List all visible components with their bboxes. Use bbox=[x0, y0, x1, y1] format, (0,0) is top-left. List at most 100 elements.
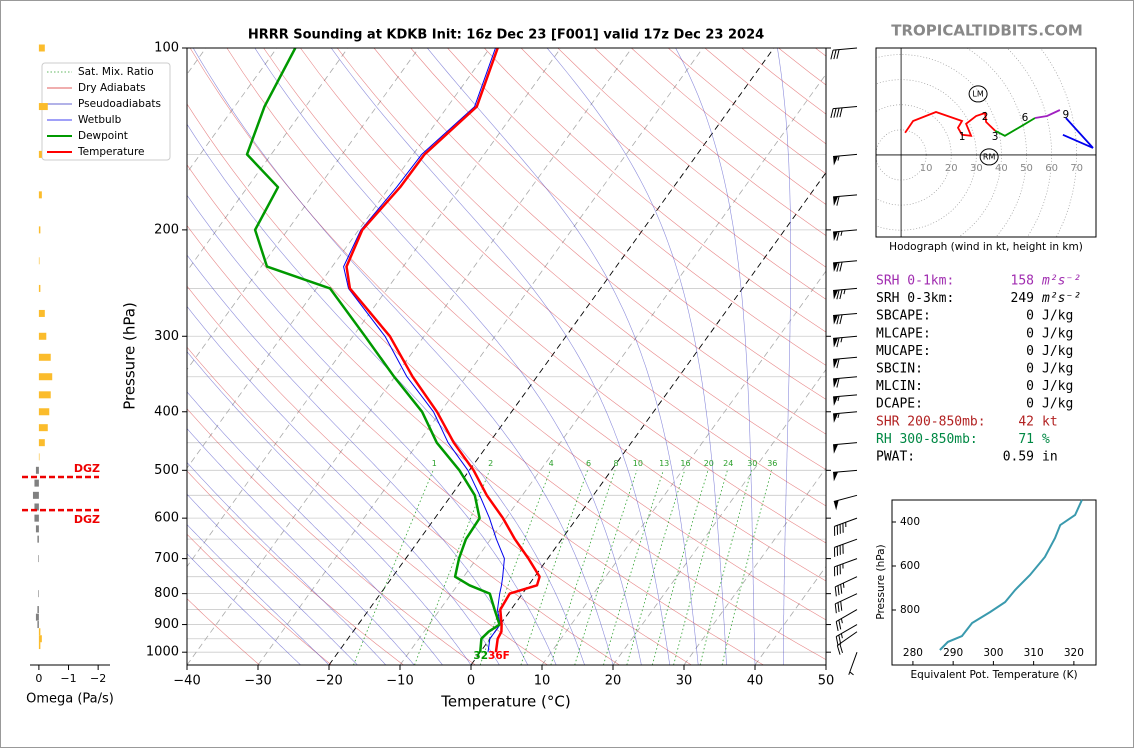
mixing-ratio-label: 30 bbox=[747, 459, 757, 468]
thetae-y-tick-label: 800 bbox=[900, 604, 920, 616]
mixing-ratio-label: 1 bbox=[432, 459, 437, 468]
y-tick-label: 600 bbox=[154, 511, 179, 526]
storm-motion-label: RM bbox=[983, 152, 996, 161]
param-label: SRH 0-1km: bbox=[876, 274, 954, 289]
param-value: 0 bbox=[1026, 379, 1034, 394]
legend-label: Dewpoint bbox=[78, 130, 128, 142]
x-tick-label: −40 bbox=[173, 674, 200, 689]
param-value: 0 bbox=[1026, 344, 1034, 359]
param-label: MUCAPE: bbox=[876, 344, 931, 359]
hodo-height-label: 6 bbox=[1022, 112, 1029, 124]
param-value: 158 bbox=[1011, 274, 1034, 289]
hodo-height-label: 1 bbox=[959, 131, 966, 143]
mixing-ratio-label: 20 bbox=[704, 459, 714, 468]
y-tick-label: 1000 bbox=[146, 645, 179, 660]
param-label: SBCAPE: bbox=[876, 309, 931, 324]
omega-bar bbox=[39, 642, 40, 649]
x-tick-label: −20 bbox=[315, 674, 342, 689]
y-tick-label: 900 bbox=[154, 617, 179, 632]
x-axis-label: Temperature (°C) bbox=[440, 693, 570, 711]
omega-bar bbox=[39, 628, 40, 635]
legend-label: Wetbulb bbox=[78, 114, 122, 126]
brand: TROPICALTIDBITS.COM bbox=[891, 22, 1083, 40]
hodo-tick-label: 40 bbox=[995, 163, 1008, 174]
mixing-ratio-label: 2 bbox=[488, 459, 493, 468]
hodo-height-label: 9 bbox=[1063, 109, 1070, 121]
x-tick-label: 50 bbox=[818, 674, 835, 689]
omega-bar bbox=[34, 480, 38, 487]
legend-label: Dry Adiabats bbox=[78, 82, 146, 94]
omega-bar bbox=[37, 606, 38, 613]
param-unit: J/kg bbox=[1042, 344, 1073, 359]
omega-bar bbox=[39, 103, 48, 110]
y-tick-label: 500 bbox=[154, 463, 179, 478]
param-unit: in bbox=[1042, 450, 1058, 465]
param-value: 0 bbox=[1026, 362, 1034, 377]
y-tick-label: 200 bbox=[154, 222, 179, 237]
omega-bar bbox=[39, 408, 49, 415]
chart-title: HRRR Sounding at KDKB Init: 16z Dec 23 [… bbox=[248, 28, 764, 43]
omega-bar bbox=[39, 226, 40, 233]
dgz-label: DGZ bbox=[74, 513, 100, 526]
y-tick-label: 300 bbox=[154, 329, 179, 344]
omega-bar bbox=[36, 614, 39, 621]
omega-bar bbox=[39, 257, 40, 264]
mixing-ratio-label: 4 bbox=[549, 459, 554, 468]
omega-bar bbox=[33, 492, 39, 499]
thetae-y-tick-label: 600 bbox=[900, 560, 920, 572]
omega-bar bbox=[39, 310, 45, 317]
thetae-frame bbox=[892, 500, 1096, 665]
param-value: 0 bbox=[1026, 397, 1034, 412]
omega-tick-label: −2 bbox=[90, 672, 106, 685]
omega-label: Omega (Pa/s) bbox=[26, 692, 114, 707]
x-tick-label: −10 bbox=[386, 674, 413, 689]
thetae-x-tick-label: 320 bbox=[1064, 647, 1084, 659]
param-label: PWAT: bbox=[876, 450, 915, 465]
omega-bar bbox=[39, 354, 51, 361]
omega-bar bbox=[39, 453, 40, 460]
thetae-y-tick-label: 400 bbox=[900, 516, 920, 528]
mixing-ratio-label: 24 bbox=[723, 459, 733, 468]
hodo-tick-label: 60 bbox=[1045, 163, 1058, 174]
param-unit: J/kg bbox=[1042, 309, 1073, 324]
y-tick-label: 800 bbox=[154, 586, 179, 601]
thetae-x-label: Equivalent Pot. Temperature (K) bbox=[910, 669, 1077, 681]
param-label: SBCIN: bbox=[876, 362, 923, 377]
storm-motion-label: LM bbox=[972, 89, 983, 98]
omega-bar bbox=[39, 439, 45, 446]
param-value: 249 bbox=[1011, 291, 1034, 306]
mixing-ratio-label: 6 bbox=[586, 459, 591, 468]
omega-bar bbox=[36, 467, 39, 474]
omega-bar bbox=[39, 285, 40, 292]
thetae-y-label: Pressure (hPa) bbox=[875, 544, 887, 619]
param-label: SRH 0-3km: bbox=[876, 291, 954, 306]
y-tick-label: 400 bbox=[154, 404, 179, 419]
omega-bar bbox=[34, 515, 38, 522]
omega-bar bbox=[38, 590, 39, 597]
param-unit: J/kg bbox=[1042, 379, 1073, 394]
param-value: 0.59 bbox=[1003, 450, 1034, 465]
omega-bar bbox=[39, 191, 42, 198]
hodo-tick-label: 30 bbox=[970, 163, 983, 174]
omega-bar bbox=[39, 391, 51, 398]
param-label: MLCAPE: bbox=[876, 326, 931, 341]
param-unit: J/kg bbox=[1042, 397, 1073, 412]
hodo-tick-label: 50 bbox=[1020, 163, 1033, 174]
omega-bar bbox=[39, 45, 45, 52]
omega-bar bbox=[36, 525, 39, 532]
hodo-height-label: 2 bbox=[982, 111, 989, 123]
mixing-ratio-label: 8 bbox=[613, 459, 618, 468]
param-value: 42 bbox=[1018, 414, 1034, 429]
omega-bar bbox=[38, 555, 39, 562]
thetae-x-tick-label: 310 bbox=[1024, 647, 1044, 659]
thetae-x-tick-label: 290 bbox=[943, 647, 963, 659]
param-unit: J/kg bbox=[1042, 362, 1073, 377]
surface-temperature-label: 36F bbox=[488, 650, 510, 662]
barb-half bbox=[843, 583, 844, 588]
x-tick-label: 10 bbox=[534, 674, 551, 689]
thetae-x-tick-label: 280 bbox=[903, 647, 923, 659]
omega-bar bbox=[39, 151, 42, 158]
omega-bar bbox=[37, 621, 38, 628]
omega-bar bbox=[39, 635, 42, 642]
x-tick-label: 20 bbox=[605, 674, 622, 689]
